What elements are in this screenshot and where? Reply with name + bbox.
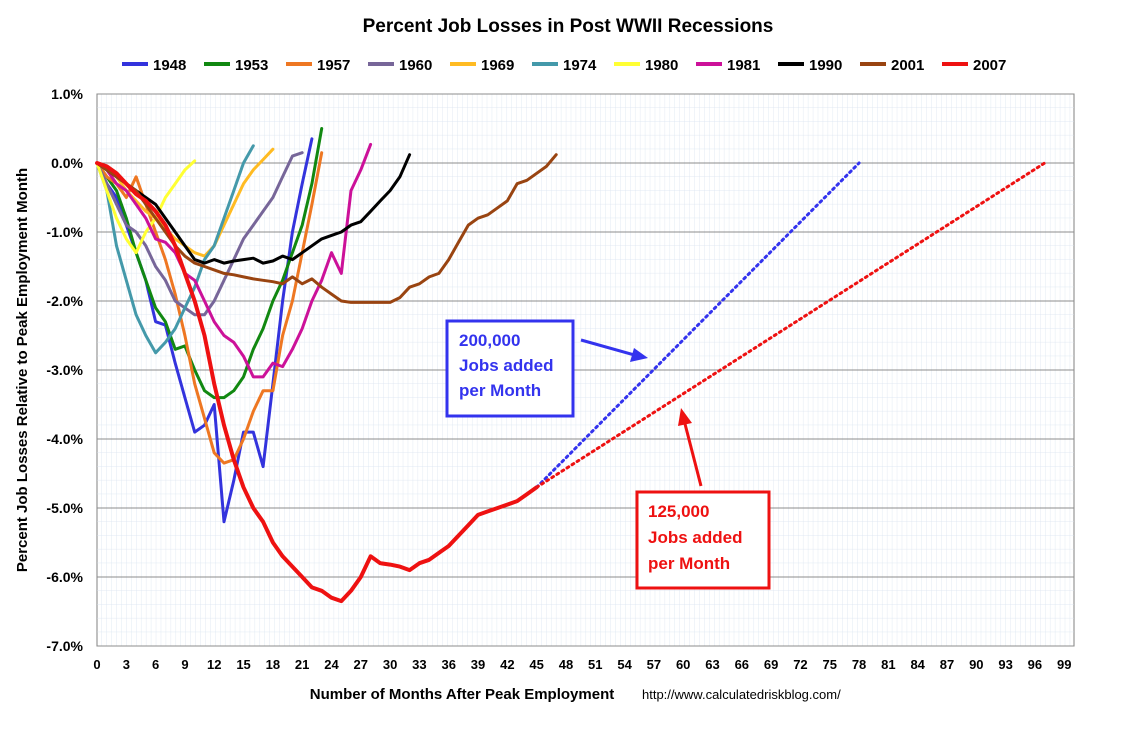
annotation-200k-arrowhead [630,348,648,362]
legend-label-2007: 2007 [973,57,1006,74]
x-tick-label: 21 [295,657,309,672]
x-tick-label: 99 [1057,657,1071,672]
x-tick-label: 36 [441,657,455,672]
x-tick-label: 78 [852,657,866,672]
series-line-2007 [95,161,539,604]
series-line-1953 [95,127,324,400]
legend-label-1957: 1957 [317,57,350,74]
x-tick-label: 45 [529,657,543,672]
x-tick-label: 9 [181,657,188,672]
annotation-200k-arrow [580,338,639,358]
y-tick-label: 1.0% [51,86,83,102]
x-tick-label: 6 [152,657,159,672]
legend-label-1953: 1953 [235,57,268,74]
projection-line-200k [535,161,861,489]
x-tick-label: 60 [676,657,690,672]
annotation-200k-line-2: Jobs added [459,356,553,375]
x-tick-label: 33 [412,657,426,672]
legend-label-2001: 2001 [891,57,924,74]
x-tick-label: 18 [266,657,280,672]
legend-label-1960: 1960 [399,57,432,74]
x-tick-label: 27 [354,657,368,672]
series-line-1974 [95,144,255,355]
legend-label-1990: 1990 [809,57,842,74]
x-tick-label: 69 [764,657,778,672]
x-tick-label: 48 [559,657,573,672]
legend-label-1948: 1948 [153,57,186,74]
x-tick-label: 96 [1028,657,1042,672]
y-tick-label: -4.0% [46,431,83,447]
annotation-125k-arrowhead [678,408,692,426]
x-tick-label: 39 [471,657,485,672]
y-axis-label: Percent Job Losses Relative to Peak Empl… [14,168,31,572]
annotation-125k: 125,000 Jobs added per Month [635,408,771,590]
x-tick-label: 90 [969,657,983,672]
y-tick-label: -3.0% [46,362,83,378]
projection-line-125k [535,161,1047,489]
series-layer [95,127,558,604]
x-tick-label: 42 [500,657,514,672]
annotation-200k-line-3: per Month [459,381,541,400]
projection-layer [535,161,1047,489]
x-tick-label: 54 [617,657,632,672]
x-tick-label: 24 [324,657,339,672]
legend-label-1980: 1980 [645,57,678,74]
x-tick-label: 93 [998,657,1012,672]
x-tick-label: 72 [793,657,807,672]
y-axis-ticks: 1.0% 0.0% -1.0% -2.0% -3.0% -4.0% -5.0% -6.0% -7… [46,86,83,654]
annotation-125k-line-2: Jobs added [648,528,742,547]
series-line-1981 [95,142,373,379]
x-tick-label: 12 [207,657,221,672]
x-axis-ticks: 0 3 6 9 12 15 18 21 24 27 30 33 36 39 42 45 48 51 54 57 60 63… [93,657,1071,672]
annotation-200k-box [445,319,575,418]
source-url: http://www.calculatedriskblog.com/ [642,687,841,702]
y-tick-label: -2.0% [46,293,83,309]
chart-title: Percent Job Losses in Post WWII Recessio… [363,16,774,37]
y-tick-label: 0.0% [51,155,83,171]
x-tick-label: 51 [588,657,602,672]
x-tick-label: 63 [705,657,719,672]
x-tick-label: 75 [823,657,837,672]
series-line-1990 [95,153,412,265]
x-tick-label: 87 [940,657,954,672]
major-grid [97,93,1074,647]
series-line-1957 [95,151,324,465]
annotation-200k-line-1: 200,000 [459,331,520,350]
annotation-200k: 200,000 Jobs added per Month [445,319,648,418]
annotation-125k-box [635,490,771,590]
annotation-125k-line-1: 125,000 [648,502,709,521]
x-axis-label: Number of Months After Peak Employment [310,686,614,703]
x-tick-label: 0 [93,657,100,672]
legend: 1948 1953 1957 1960 1969 1974 1980 1981 1990 2001… [122,57,1006,74]
y-tick-label: -6.0% [46,569,83,585]
annotation-125k-line-3: per Month [648,554,730,573]
x-tick-label: 57 [647,657,661,672]
y-tick-label: -7.0% [46,638,83,654]
legend-label-1969: 1969 [481,57,514,74]
legend-label-1981: 1981 [727,57,760,74]
x-tick-label: 84 [910,657,925,672]
annotation-125k-arrow [682,419,703,487]
legend-label-1974: 1974 [563,57,597,74]
x-tick-label: 3 [123,657,130,672]
y-tick-label: -1.0% [46,224,83,240]
x-tick-label: 30 [383,657,397,672]
x-tick-label: 15 [236,657,250,672]
series-line-1980 [95,159,197,255]
y-tick-label: -5.0% [46,500,83,516]
x-tick-label: 81 [881,657,895,672]
x-tick-label: 66 [735,657,749,672]
